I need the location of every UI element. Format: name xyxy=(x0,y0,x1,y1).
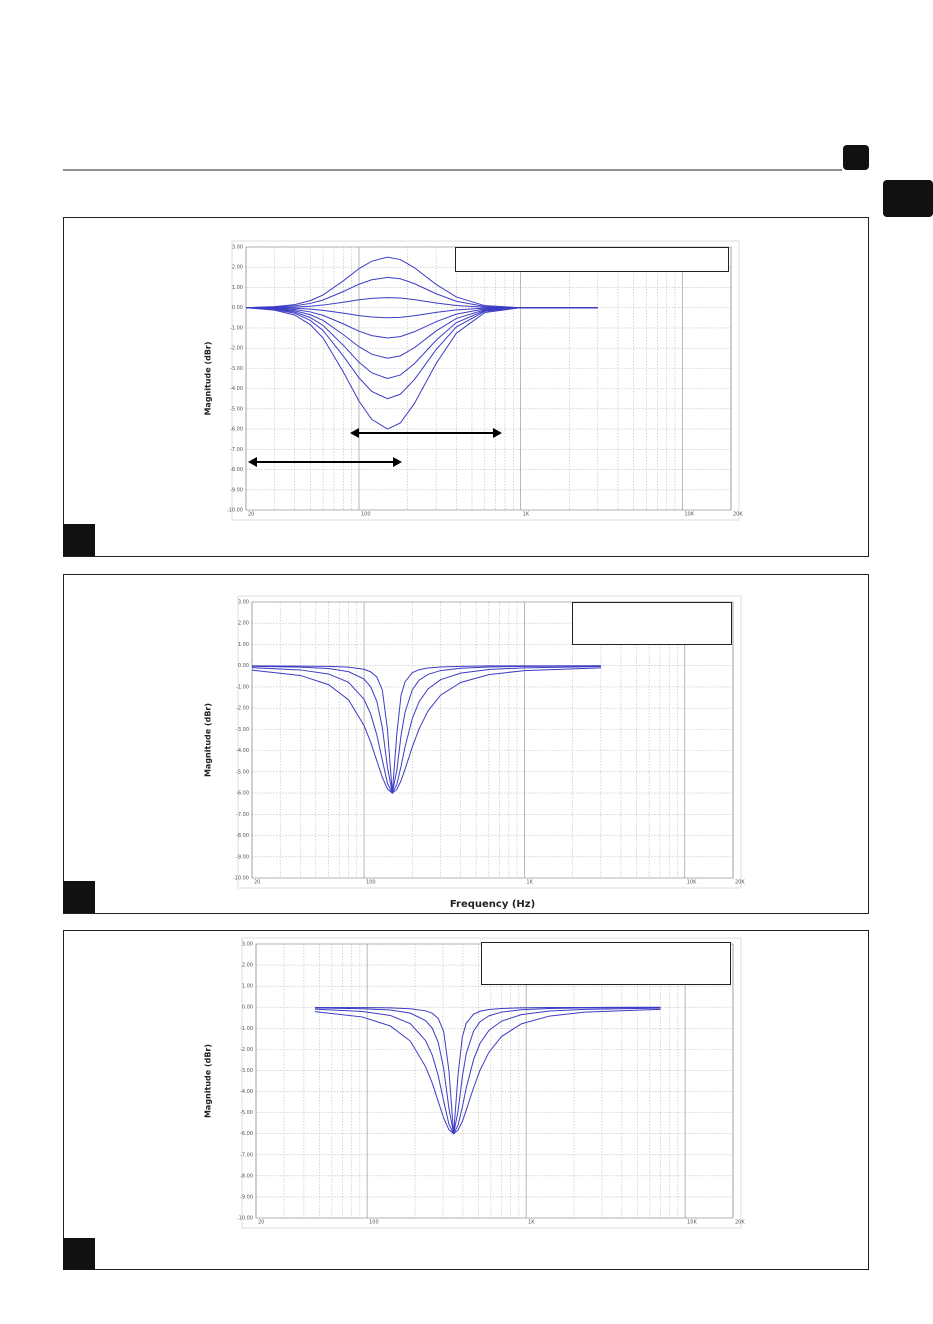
y-tick-label: -9.00 xyxy=(236,854,249,860)
y-tick-label: -10.00 xyxy=(237,1216,253,1222)
panel-badge xyxy=(63,881,95,913)
series-line xyxy=(251,665,601,794)
range-arrows xyxy=(248,428,502,467)
y-tick-label: -6.00 xyxy=(240,1131,253,1137)
plot-frame xyxy=(251,601,734,879)
x-tick-label: 20 xyxy=(248,512,254,518)
series-line xyxy=(314,1006,661,1134)
y-tick-label: -4.00 xyxy=(236,748,249,754)
y-tick-label: -4.00 xyxy=(240,1089,253,1095)
y-tick-label: -1.00 xyxy=(240,1026,253,1032)
header-badge xyxy=(843,145,869,170)
series-line xyxy=(245,307,598,400)
panel-badge xyxy=(63,1238,95,1270)
y-tick-label: -5.00 xyxy=(236,769,249,775)
y-tick-label: -7.00 xyxy=(240,1152,253,1158)
series-line xyxy=(245,307,598,319)
x-tick-label: 10K xyxy=(687,880,697,886)
x-tick-label: 1K xyxy=(523,512,530,518)
y-tick-label: 3.00 xyxy=(242,942,253,948)
y-tick-label: -9.00 xyxy=(240,1194,253,1200)
series-line xyxy=(314,1008,661,1135)
series-line xyxy=(245,307,598,380)
x-tick-label: 20K xyxy=(735,1220,745,1226)
y-tick-label: -8.00 xyxy=(236,833,249,839)
x-tick-label: 20 xyxy=(258,1220,264,1226)
y-tick-label: -2.00 xyxy=(230,346,243,352)
x-tick-label: 100 xyxy=(361,512,371,518)
x-tick-label: 10K xyxy=(684,512,694,518)
panel xyxy=(63,574,869,914)
series-line xyxy=(245,307,598,339)
series-line xyxy=(245,256,598,309)
x-tick-label: 100 xyxy=(369,1220,379,1226)
panel xyxy=(63,930,869,1270)
y-tick-label: -5.00 xyxy=(230,406,243,412)
y-tick-label: -10.00 xyxy=(227,508,243,514)
y-tick-label: 2.00 xyxy=(238,621,249,627)
y-tick-label: -4.00 xyxy=(230,386,243,392)
side-tab xyxy=(883,180,933,217)
y-tick-label: -1.00 xyxy=(236,684,249,690)
y-axis-label: Magnitude (dBr) xyxy=(204,341,213,415)
y-tick-label: 3.00 xyxy=(232,245,243,251)
y-tick-label: 0.00 xyxy=(232,305,243,311)
series-line xyxy=(314,1006,661,1134)
y-tick-label: -9.00 xyxy=(230,487,243,493)
y-tick-label: -7.00 xyxy=(230,447,243,453)
y-tick-label: -5.00 xyxy=(240,1110,253,1116)
x-tick-label: 20 xyxy=(254,880,260,886)
series-line xyxy=(251,667,601,794)
y-tick-label: 2.00 xyxy=(242,963,253,969)
y-tick-label: 0.00 xyxy=(238,663,249,669)
x-tick-label: 100 xyxy=(366,880,376,886)
x-tick-label: 1K xyxy=(528,1220,535,1226)
panel-badge xyxy=(63,524,95,556)
series-line xyxy=(245,297,598,309)
y-tick-label: -3.00 xyxy=(240,1068,253,1074)
y-axis-label: Magnitude (dBr) xyxy=(204,703,213,777)
chart: 3.00 2.00 1.00 0.00 -1.00 -2.00 -3.00 -4.00 -5.0… xyxy=(204,240,743,521)
y-tick-label: -6.00 xyxy=(230,427,243,433)
series-line xyxy=(251,666,601,795)
x-tick-label: 20K xyxy=(735,880,745,886)
y-tick-label: -3.00 xyxy=(230,366,243,372)
chart: 3.00 2.00 1.00 0.00 -1.00 -2.00 -3.00 -4.00 -5.0… xyxy=(204,937,745,1229)
y-tick-label: 1.00 xyxy=(232,285,243,291)
series-line xyxy=(251,665,601,794)
series-line xyxy=(245,307,598,430)
panel xyxy=(63,217,869,557)
y-tick-label: -8.00 xyxy=(230,467,243,473)
annotation-box xyxy=(572,602,732,645)
series-line xyxy=(314,1007,661,1135)
y-tick-label: -3.00 xyxy=(236,727,249,733)
x-tick-label: 10K xyxy=(687,1220,697,1226)
annotation-box xyxy=(455,247,729,272)
x-tick-label: 1K xyxy=(526,880,533,886)
y-tick-label: 3.00 xyxy=(238,600,249,606)
y-tick-label: 2.00 xyxy=(232,265,243,271)
annotation-box xyxy=(481,942,731,985)
series-line xyxy=(245,307,598,359)
x-axis-label: Frequency (Hz) xyxy=(450,899,535,910)
plot-area xyxy=(231,240,740,521)
y-tick-label: -2.00 xyxy=(236,706,249,712)
y-tick-label: 0.00 xyxy=(242,1005,253,1011)
y-tick-label: -6.00 xyxy=(236,791,249,797)
y-tick-label: 1.00 xyxy=(238,642,249,648)
y-tick-label: 1.00 xyxy=(242,984,253,990)
y-tick-label: -8.00 xyxy=(240,1173,253,1179)
x-tick-label: 20K xyxy=(733,512,743,518)
y-tick-label: -1.00 xyxy=(230,325,243,331)
overlay xyxy=(248,247,732,985)
y-tick-label: -10.00 xyxy=(233,876,249,882)
series-line xyxy=(245,276,598,309)
charts: 3.00 2.00 1.00 0.00 -1.00 -2.00 -3.00 -4.00 -5.0… xyxy=(204,240,745,1229)
y-axis-label: Magnitude (dBr) xyxy=(204,1044,213,1118)
y-tick-label: -2.00 xyxy=(240,1047,253,1053)
y-tick-label: -7.00 xyxy=(236,812,249,818)
